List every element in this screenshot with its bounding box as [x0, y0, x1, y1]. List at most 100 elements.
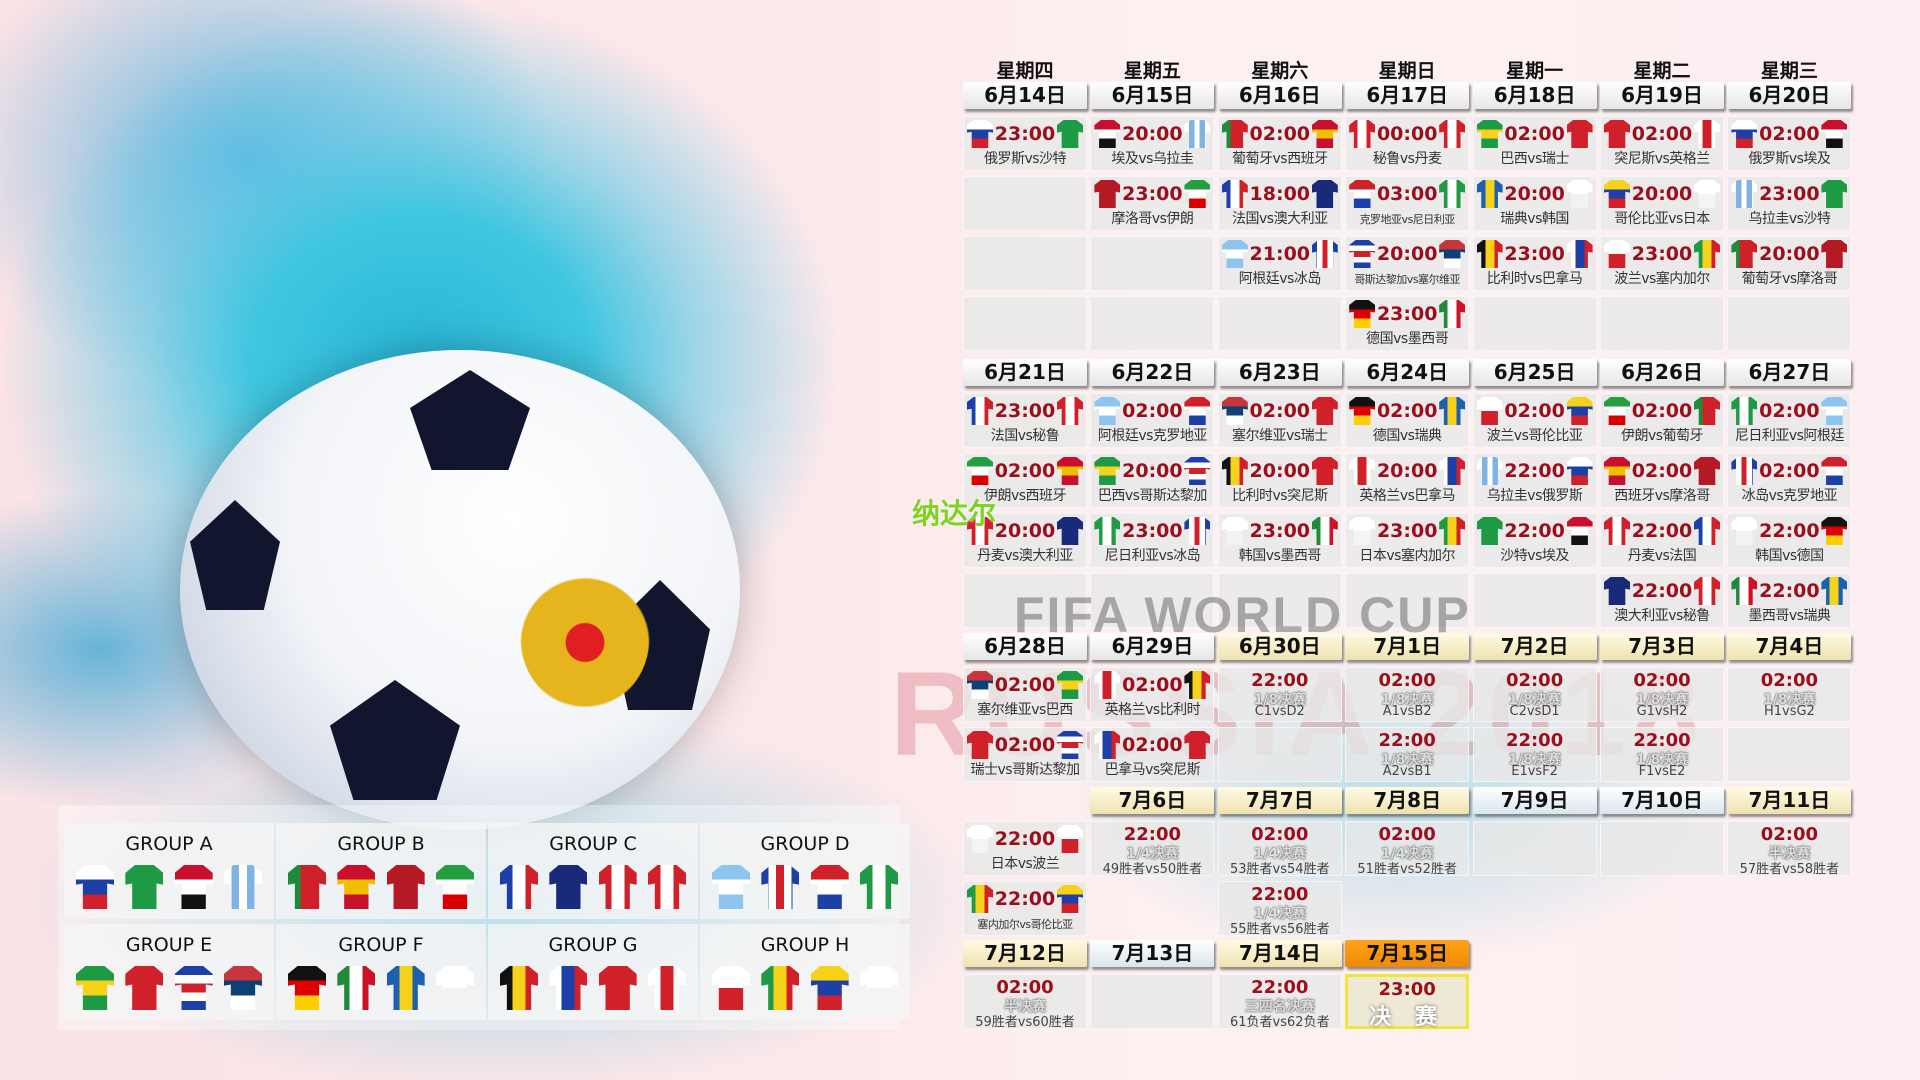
match-cell[interactable]: 02:00 瑞士vs哥斯达黎加 — [963, 727, 1087, 782]
empty-slot — [1090, 573, 1215, 628]
match-time: 02:00 — [1505, 670, 1564, 691]
group-teams — [712, 865, 898, 909]
match-cell[interactable]: 22:00 1/8决赛 F1vsE2 — [1600, 727, 1724, 782]
match-time: 02:00 — [1633, 670, 1691, 691]
match-cell[interactable]: 20:00 埃及vs乌拉圭 — [1090, 116, 1215, 171]
match-teams: 巴拿马vs突尼斯 — [1104, 762, 1201, 778]
empty-slot — [1472, 296, 1597, 351]
date-header: 7月14日 — [1217, 940, 1342, 967]
match-cell[interactable]: 02:00 俄罗斯vs埃及 — [1727, 116, 1852, 171]
match-cell[interactable]: 02:00 西班牙vs摩洛哥 — [1600, 453, 1724, 508]
match-time: 18:00 — [1249, 183, 1311, 205]
match-cell[interactable]: 02:00 1/4决赛 53胜者vs54胜者 — [1217, 821, 1342, 877]
match-cell[interactable]: 02:00 冰岛vs克罗地亚 — [1727, 453, 1852, 508]
match-cell[interactable]: 02:00 1/8决赛 H1vsG2 — [1727, 667, 1852, 722]
jersey-icon — [712, 966, 750, 1010]
match-cell[interactable]: 22:00 1/8决赛 A2vsB1 — [1345, 727, 1470, 782]
match-cell[interactable]: 20:00 丹麦vs澳大利亚 — [963, 513, 1087, 568]
match-cell[interactable]: 23:00 韩国vs墨西哥 — [1217, 513, 1342, 568]
ball-panel — [410, 370, 530, 470]
match-time: 20:00 — [1122, 123, 1183, 145]
match-cell[interactable]: 02:00 巴西vs瑞士 — [1472, 116, 1597, 171]
match-cell[interactable]: 23:00 德国vs墨西哥 — [1345, 296, 1470, 351]
match-cell[interactable]: 02:00 德国vs瑞典 — [1345, 393, 1470, 448]
match-cell[interactable]: 22:00 日本vs波兰 — [963, 821, 1087, 876]
match-cell[interactable]: 22:00 1/4决赛 49胜者vs50胜者 — [1090, 821, 1215, 877]
match-stage: 1/8决赛 — [1508, 692, 1561, 708]
jersey-icon — [500, 865, 538, 909]
match-cell[interactable]: 20:00 哥伦比亚vs日本 — [1600, 176, 1724, 231]
match-cell[interactable]: 02:00 葡萄牙vs西班牙 — [1217, 116, 1342, 171]
match-cell[interactable]: 22:00 1/8决赛 E1vsF2 — [1472, 727, 1597, 782]
match-cell[interactable]: 23:00 波兰vs塞内加尔 — [1600, 236, 1724, 291]
match-cell[interactable]: 02:00 塞尔维亚vs巴西 — [963, 667, 1087, 722]
match-cell[interactable]: 22:00 澳大利亚vs秘鲁 — [1600, 573, 1724, 628]
match-stage: 1/4决赛 — [1126, 846, 1179, 862]
jersey-icon — [712, 865, 750, 909]
date-header: 6月26日 — [1600, 359, 1724, 386]
match-cell[interactable]: 02:00 尼日利亚vs阿根廷 — [1727, 393, 1852, 448]
date-header: 6月25日 — [1472, 359, 1597, 386]
match-cell[interactable]: 21:00 阿根廷vs冰岛 — [1217, 236, 1342, 291]
match-cell[interactable]: 02:00 英格兰vs比利时 — [1090, 667, 1215, 722]
match-cell[interactable]: 02:00 1/4决赛 51胜者vs52胜者 — [1345, 821, 1470, 877]
match-cell[interactable]: 02:00 半决赛 57胜者vs58胜者 — [1727, 821, 1852, 877]
match-cell[interactable]: 22:00 塞内加尔vs哥伦比亚 — [963, 881, 1087, 936]
empty-slot — [963, 296, 1087, 351]
date-header: 6月28日 — [963, 633, 1087, 660]
match-cell[interactable]: 02:00 波兰vs哥伦比亚 — [1472, 393, 1597, 448]
match-cell[interactable]: 02:00 1/8决赛 C2vsD1 — [1472, 667, 1597, 722]
match-cell[interactable]: 23:00 尼日利亚vs冰岛 — [1090, 513, 1215, 568]
match-cell[interactable]: 23:00 乌拉圭vs沙特 — [1727, 176, 1852, 231]
match-cell[interactable]: 22:00 1/4决赛 55胜者vs56胜者 — [1217, 881, 1342, 937]
match-cell[interactable]: 23:00 俄罗斯vs沙特 — [963, 116, 1087, 171]
jersey-icon — [288, 865, 326, 909]
match-cell[interactable]: 02:00 伊朗vs葡萄牙 — [1600, 393, 1724, 448]
match-cell[interactable]: 20:00 葡萄牙vs摩洛哥 — [1727, 236, 1852, 291]
date-header: 6月22日 — [1090, 359, 1215, 386]
match-cell[interactable]: 20:00 瑞典vs韩国 — [1472, 176, 1597, 231]
match-time: 22:00 — [1504, 520, 1565, 542]
date-header: 6月29日 — [1090, 633, 1215, 660]
match-cell[interactable]: 02:00 半决赛 59胜者vs60胜者 — [963, 974, 1087, 1030]
jersey-icon — [76, 966, 114, 1010]
match-teams: 阿根廷vs克罗地亚 — [1097, 428, 1208, 444]
match-cell[interactable]: 18:00 法国vs澳大利亚 — [1217, 176, 1342, 231]
match-time: 22:00 — [1759, 580, 1820, 602]
match-cell[interactable]: 22:00 1/8决赛 C1vsD2 — [1217, 667, 1342, 722]
match-cell[interactable]: 23:00 日本vs塞内加尔 — [1345, 513, 1470, 568]
match-cell[interactable]: 22:00 三四名决赛 61负者vs62负者 — [1217, 974, 1342, 1030]
match-teams: 比利时vs突尼斯 — [1232, 488, 1328, 504]
match-cell[interactable]: 22:00 乌拉圭vs俄罗斯 — [1472, 453, 1597, 508]
match-time: 23:00 — [994, 400, 1056, 422]
match-cell[interactable]: 22:00 韩国vs德国 — [1727, 513, 1852, 568]
match-cell[interactable]: 22:00 丹麦vs法国 — [1600, 513, 1724, 568]
match-cell[interactable]: 22:00 沙特vs埃及 — [1472, 513, 1597, 568]
match-cell[interactable]: 02:00 1/8决赛 G1vsH2 — [1600, 667, 1724, 722]
jersey-icon — [549, 966, 588, 1010]
match-cell[interactable]: 02:00 阿根廷vs克罗地亚 — [1090, 393, 1215, 448]
match-stage: 1/4决赛 — [1253, 906, 1307, 922]
match-cell[interactable]: 22:00 墨西哥vs瑞典 — [1727, 573, 1852, 628]
match-cell[interactable]: 23:00 比利时vs巴拿马 — [1472, 236, 1597, 291]
match-cell[interactable]: 23:00 摩洛哥vs伊朗 — [1090, 176, 1215, 231]
match-cell[interactable]: 20:00 英格兰vs巴拿马 — [1345, 453, 1470, 508]
match-pair: 55胜者vs56胜者 — [1230, 922, 1330, 937]
match-cell[interactable]: 23:00 决 赛 — [1345, 974, 1470, 1030]
match-cell[interactable]: 02:00 1/8决赛 A1vsB2 — [1345, 667, 1470, 722]
match-cell[interactable]: 23:00 法国vs秘鲁 — [963, 393, 1087, 448]
match-time: 02:00 — [1760, 670, 1819, 691]
match-cell[interactable]: 02:00 巴拿马vs突尼斯 — [1090, 727, 1215, 782]
match-cell[interactable]: 02:00 突尼斯vs英格兰 — [1600, 116, 1724, 171]
date-header: 7月12日 — [963, 940, 1087, 967]
match-cell[interactable]: 02:00 塞尔维亚vs瑞士 — [1217, 393, 1342, 448]
match-cell[interactable]: 20:00 巴西vs哥斯达黎加 — [1090, 453, 1215, 508]
match-cell[interactable]: 03:00 克罗地亚vs尼日利亚 — [1345, 176, 1470, 231]
match-time: 02:00 — [1759, 123, 1820, 145]
match-cell[interactable]: 00:00 秘鲁vs丹麦 — [1345, 116, 1470, 171]
match-cell[interactable]: 02:00 伊朗vs西班牙 — [963, 453, 1087, 508]
ball-panel — [330, 680, 460, 800]
match-cell[interactable]: 20:00 哥斯达黎加vs塞尔维亚 — [1345, 236, 1470, 291]
match-stage: 1/8决赛 — [1635, 692, 1689, 708]
match-cell[interactable]: 20:00 比利时vs突尼斯 — [1217, 453, 1342, 508]
